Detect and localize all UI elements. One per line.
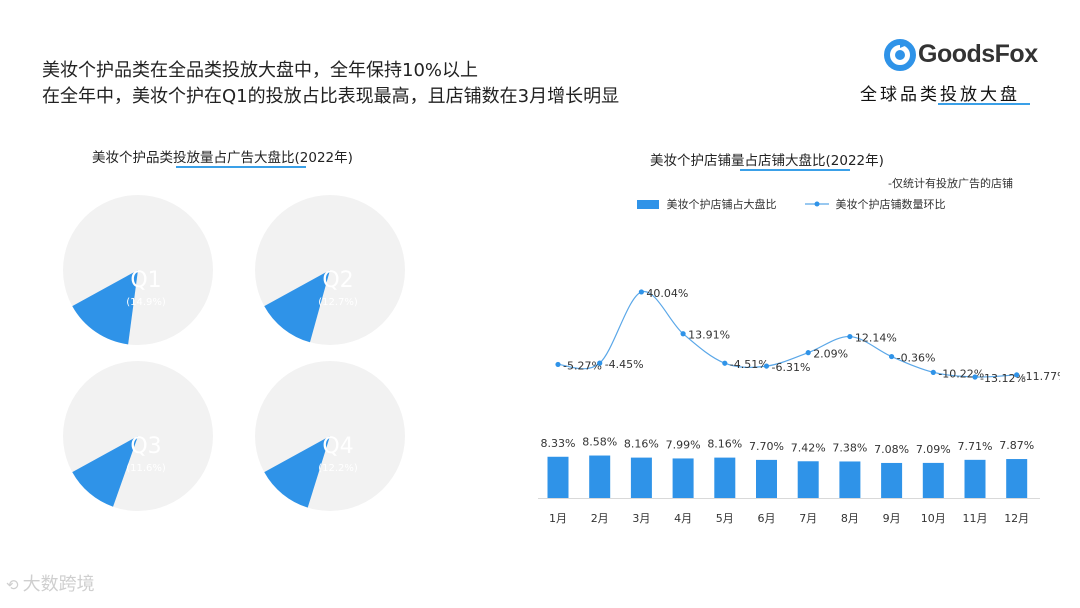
subtitle-underline xyxy=(938,103,1030,105)
line-point-12 xyxy=(1014,372,1020,378)
pie-q3-label: Q3 xyxy=(130,434,161,459)
pie-q1-value: (14.9%) xyxy=(126,297,166,308)
bar-label-10: 7.09% xyxy=(916,443,951,456)
combo-chart: 8.33% 8.58% 8.16% 7.99% 8.16% 7.70% 7.42% 7.38%… xyxy=(538,287,1060,525)
line-point-1 xyxy=(555,361,561,368)
combo-title-underline xyxy=(740,169,850,171)
bar-label-1: 8.33% xyxy=(541,437,576,450)
bar-11 xyxy=(964,459,986,498)
x-tick-11: 11月 xyxy=(963,512,988,525)
x-tick-9: 9月 xyxy=(883,512,901,525)
bar-6 xyxy=(756,459,777,498)
legend-bar-swatch xyxy=(637,199,659,209)
line-point-10 xyxy=(930,369,936,375)
x-tick-5: 5月 xyxy=(716,512,734,525)
line-label-6: -6.31% xyxy=(772,361,811,374)
bar-5 xyxy=(714,457,736,498)
pie-q1-slice xyxy=(72,270,138,345)
line-label-7: 2.09% xyxy=(813,348,848,361)
legend-bar-label: 美妆个护店铺占大盘比 xyxy=(666,198,777,211)
bar-label-12: 7.87% xyxy=(999,439,1034,452)
line-point-7 xyxy=(805,350,811,356)
line-label-3: 40.04% xyxy=(646,287,688,300)
pie-q3-slice xyxy=(72,436,138,507)
pie-q2-value: (12.7%) xyxy=(318,297,358,308)
line-label-1: -5.27% xyxy=(563,359,602,372)
bar-label-5: 8.16% xyxy=(707,438,742,451)
line-label-4: 13.91% xyxy=(688,329,730,342)
line-label-8: 12.14% xyxy=(855,332,897,345)
line-point-5 xyxy=(722,360,728,366)
bar-label-6: 7.70% xyxy=(749,440,784,453)
pie-q1-label: Q1 xyxy=(130,268,161,293)
bar-4 xyxy=(672,458,694,498)
line-point-6 xyxy=(763,363,770,369)
pie-q3-value: (11.6%) xyxy=(126,463,166,474)
line-point-11 xyxy=(972,374,978,380)
bar-label-9: 7.08% xyxy=(874,443,909,456)
pie-q4-label: Q4 xyxy=(322,434,353,459)
x-tick-7: 7月 xyxy=(799,512,817,525)
line-label-12: -11.77% xyxy=(1022,370,1060,383)
pie-q2-slice xyxy=(264,270,330,343)
line-label-9: -0.36% xyxy=(897,352,936,365)
bar-label-8: 7.38% xyxy=(832,441,867,454)
line-label-2: -4.45% xyxy=(605,358,644,371)
x-tick-2: 2月 xyxy=(591,512,609,525)
page-subtitle: 全球品类投放大盘 xyxy=(860,85,1020,105)
line-point-9 xyxy=(889,353,895,360)
pie-q4-value: (12.2%) xyxy=(318,463,358,474)
bar-1 xyxy=(547,456,569,498)
bar-2 xyxy=(589,455,611,498)
pie-panel-title: 美妆个护品类投放量占广告大盘比(2022年) xyxy=(92,150,353,166)
bar-label-3: 8.16% xyxy=(624,438,659,451)
headline-line-1: 美妆个护品类在全品类投放大盘中，全年保持10%以上 xyxy=(42,60,479,81)
line-label-10: -10.22% xyxy=(938,367,984,380)
combo-panel-title: 美妆个护店铺量占店铺大盘比(2022年) xyxy=(650,153,884,169)
goodsfox-logo: GoodsFox xyxy=(880,36,1040,76)
x-tick-6: 6月 xyxy=(758,512,776,525)
bar-3 xyxy=(630,457,652,498)
bar-12 xyxy=(1006,459,1028,498)
x-tick-1: 1月 xyxy=(549,512,567,525)
bar-label-4: 7.99% xyxy=(666,438,701,451)
pie-q4-slice xyxy=(264,436,330,508)
quarterly-pies: Q1 (14.9%) Q2 (12.7%) Q3 (11.6%) Q4 (12.2%) xyxy=(63,195,405,511)
x-tick-4: 4月 xyxy=(674,512,692,525)
legend-item-bar: 美妆个护店铺占大盘比 xyxy=(637,196,777,212)
brand-name: GoodsFox xyxy=(918,40,1038,68)
pie-q2-label: Q2 xyxy=(322,268,353,293)
headline-line-2: 在全年中，美妆个护在Q1的投放占比表现最高，且店铺数在3月增长明显 xyxy=(42,86,620,107)
x-tick-3: 3月 xyxy=(632,512,650,525)
chart-note: -仅统计有投放广告的店铺 xyxy=(888,177,1013,190)
line-point-8 xyxy=(847,333,853,340)
line-point-2 xyxy=(597,360,603,366)
line-point-3 xyxy=(638,289,644,295)
bar-9 xyxy=(881,462,903,498)
bar-8 xyxy=(839,461,861,498)
x-tick-8: 8月 xyxy=(841,512,859,525)
x-tick-10: 10月 xyxy=(921,512,946,525)
watermark: ⟲ 大数跨境 xyxy=(6,570,95,596)
pie-title-underline xyxy=(176,166,306,168)
watermark-logo-icon: ⟲ xyxy=(6,576,19,594)
bar-10 xyxy=(922,462,944,498)
line-label-5: -4.51% xyxy=(730,358,769,371)
legend-line-label: 美妆个护店铺数量环比 xyxy=(835,198,946,211)
watermark-text: 大数跨境 xyxy=(22,574,95,595)
goodsfox-logo-icon xyxy=(884,39,916,71)
bar-label-2: 8.58% xyxy=(582,436,617,449)
bar-7 xyxy=(797,461,819,498)
legend-item-line: 美妆个护店铺数量环比 xyxy=(805,196,946,212)
legend-line-swatch xyxy=(805,201,829,207)
line-point-4 xyxy=(680,331,686,337)
headline: 美妆个护品类在全品类投放大盘中，全年保持10%以上 在全年中，美妆个护在Q1的投… xyxy=(42,58,619,110)
x-tick-12: 12月 xyxy=(1004,512,1029,525)
bar-label-11: 7.71% xyxy=(958,440,993,453)
bar-label-7: 7.42% xyxy=(791,441,826,454)
